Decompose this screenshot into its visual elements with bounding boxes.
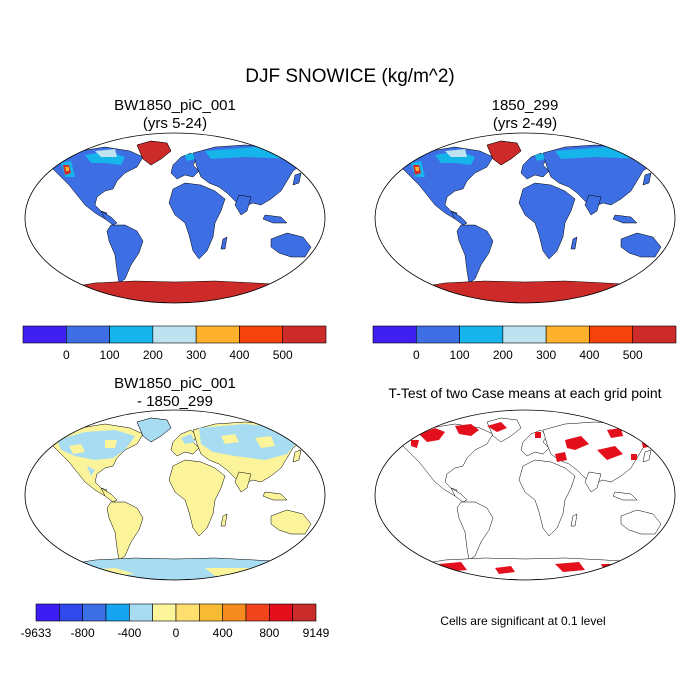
- colorbar-tick-label: 500: [273, 348, 293, 362]
- colorbar-swatch: [109, 325, 154, 344]
- colorbar-tick-label: 0: [173, 626, 180, 640]
- panel-control-title-line1: 1850_299: [492, 97, 559, 114]
- colorbar-swatch: [372, 325, 417, 344]
- panel-case: BW1850_piC_001 (yrs 5-24): [24, 97, 326, 304]
- colorbar-swatch: [152, 603, 177, 622]
- colorbar-tick-label: -800: [71, 626, 95, 640]
- colorbar-swatch: [502, 325, 547, 344]
- colorbar-tick-label: 400: [229, 348, 249, 362]
- colorbar-swatch: [175, 603, 200, 622]
- colorbar-swatch: [245, 603, 270, 622]
- colorbar-tick-label: 500: [623, 348, 643, 362]
- colorbar-swatch: [59, 603, 83, 622]
- colorbar-swatch: [82, 603, 107, 622]
- colorbar-swatch: [282, 325, 327, 344]
- colorbar-control: 0 100 200 300 400 500: [372, 325, 677, 362]
- colorbar-tick-label: 200: [493, 348, 513, 362]
- colorbar-swatch: [632, 325, 677, 344]
- colorbar-swatch: [269, 603, 293, 622]
- colorbar-tick-label: 300: [186, 348, 206, 362]
- colorbar-swatch: [152, 325, 197, 344]
- colorbar-tick-label: 200: [143, 348, 163, 362]
- colorbar-swatch: [589, 325, 634, 344]
- colorbar-tick-label: 100: [450, 348, 470, 362]
- significance-footnote: Cells are significant at 0.1 level: [440, 614, 605, 628]
- colorbar-tick-label: 400: [579, 348, 599, 362]
- colorbar-swatch: [129, 603, 153, 622]
- colorbar-swatch: [199, 603, 223, 622]
- panel-diff-title-line2: - 1850_299: [137, 393, 213, 410]
- panel-ttest-title: T-Test of two Case means at each grid po…: [388, 385, 661, 401]
- colorbar-swatch: [292, 603, 317, 622]
- colorbar-tick-label: 300: [536, 348, 556, 362]
- colorbar-swatch: [415, 325, 460, 344]
- colorbar-tick-label: -9633: [21, 626, 52, 640]
- colorbar-diff: -9633 -800 -400 0 400 800 9149: [21, 603, 330, 640]
- colorbar-swatch: [65, 325, 110, 344]
- panel-case-title-line1: BW1850_piC_001: [114, 97, 236, 114]
- map-diff: [24, 409, 326, 581]
- panel-ttest: T-Test of two Case means at each grid po…: [374, 385, 676, 581]
- colorbar-tick-label: 0: [413, 348, 420, 362]
- colorbar-swatch: [239, 325, 284, 344]
- figure-title: DJF SNOWICE (kg/m^2): [245, 66, 454, 87]
- colorbar-tick-label: 9149: [303, 626, 330, 640]
- colorbar-swatch: [35, 603, 60, 622]
- panel-diff: BW1850_piC_001 - 1850_299: [24, 375, 326, 581]
- colorbar-tick-label: -400: [117, 626, 141, 640]
- colorbar-swatch: [195, 325, 240, 344]
- colorbar-swatch: [545, 325, 590, 344]
- colorbar-swatch: [105, 603, 130, 622]
- colorbar-tick-label: 100: [100, 348, 120, 362]
- colorbar-swatch: [222, 603, 247, 622]
- colorbar-tick-label: 800: [259, 626, 279, 640]
- colorbar-case: 0 100 200 300 400 500: [22, 325, 327, 362]
- panel-control-title-line2: (yrs 2-49): [493, 115, 557, 132]
- colorbar-tick-label: 400: [213, 626, 233, 640]
- colorbar-swatch: [22, 325, 67, 344]
- panel-case-title-line2: (yrs 5-24): [143, 115, 207, 132]
- map-control: [374, 132, 676, 304]
- map-case: [24, 132, 326, 304]
- panel-control: 1850_299 (yrs 2-49): [374, 97, 676, 304]
- panel-diff-title-line1: BW1850_piC_001: [114, 375, 236, 392]
- map-ttest: [374, 409, 676, 581]
- colorbar-tick-label: 0: [63, 348, 70, 362]
- colorbar-swatch: [459, 325, 504, 344]
